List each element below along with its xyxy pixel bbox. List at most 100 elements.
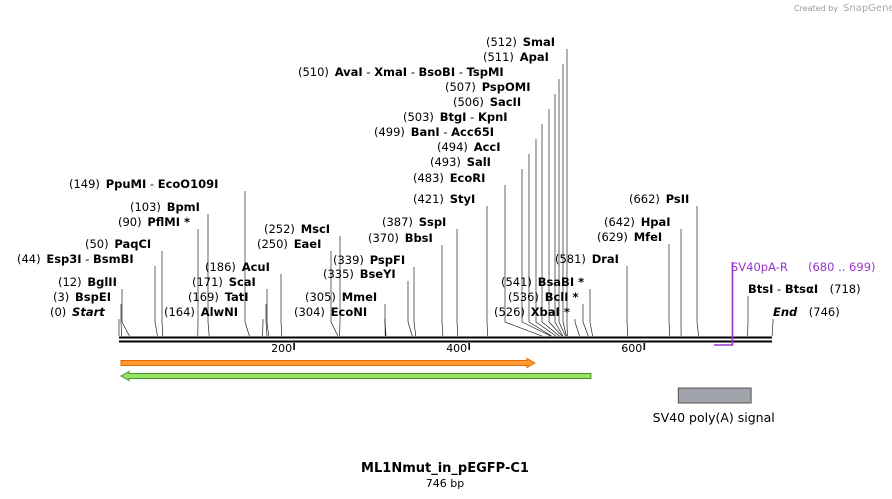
site-label-styi: (421) StyI bbox=[413, 192, 475, 206]
primer: SV40pA-R (680 .. 699) bbox=[714, 260, 876, 346]
enzyme-name: ApaI bbox=[520, 50, 549, 64]
site-label-bspei: (3) BspEI bbox=[53, 290, 111, 304]
map-length: 746 bp bbox=[426, 477, 464, 490]
site-position: (305) bbox=[305, 290, 336, 304]
site-label-avai: (510) AvaI - XmaI - BsoBI - TspMI bbox=[298, 65, 504, 79]
tick-label-600: 600 bbox=[621, 342, 642, 355]
site-position: (499) bbox=[374, 125, 405, 139]
enzyme-name: AvaI bbox=[335, 65, 363, 79]
site-position: (103) bbox=[130, 200, 161, 214]
site-label-bcli: (536) BclI * bbox=[508, 290, 579, 304]
enzyme-name: AcuI bbox=[242, 260, 270, 274]
enzyme-name: StyI bbox=[450, 192, 476, 206]
site-position: (493) bbox=[430, 155, 461, 169]
site-label-btsi: BtsI - BtsαI (718) bbox=[748, 282, 861, 296]
enzyme-name: BglII bbox=[87, 275, 117, 289]
site-label-bglii: (12) BglII bbox=[58, 275, 117, 289]
enzyme-name: BsaBI * bbox=[538, 275, 584, 289]
site-position: (339) bbox=[333, 253, 364, 267]
site-position: (171) bbox=[192, 275, 223, 289]
enzyme-name: EaeI bbox=[294, 237, 322, 251]
site-label-hpai: (642) HpaI bbox=[604, 215, 671, 229]
site-position: (252) bbox=[264, 222, 295, 236]
site-position: (387) bbox=[382, 215, 413, 229]
map-title: ML1Nmut_in_pEGFP-C1 bbox=[361, 461, 529, 476]
leader-line-bsabi bbox=[589, 289, 593, 337]
site-position: (90) bbox=[118, 215, 142, 229]
leader-line-drai bbox=[626, 266, 628, 337]
site-position: (512) bbox=[486, 35, 517, 49]
enzyme-name: TspMI bbox=[467, 65, 504, 79]
site-label-bani: (499) BanI - Acc65I bbox=[374, 125, 494, 139]
spacer bbox=[818, 282, 830, 296]
site-label-bpmi: (103) BpmI bbox=[130, 200, 200, 214]
enzyme-name: KpnI bbox=[478, 110, 508, 124]
site-position: (718) bbox=[830, 282, 861, 296]
site-label-bsabi: (541) BsaBI * bbox=[501, 275, 584, 289]
enzyme-name: Start bbox=[72, 305, 105, 319]
primer-range: (680 .. 699) bbox=[808, 260, 876, 274]
site-label-smai: (512) SmaI bbox=[486, 35, 555, 49]
separator: - bbox=[466, 110, 477, 124]
enzyme-name: PsII bbox=[666, 192, 690, 206]
site-label-sali: (493) SalI bbox=[430, 155, 491, 169]
site-position: (662) bbox=[629, 192, 660, 206]
site-position: (746) bbox=[809, 305, 840, 319]
leader-line-bbsi bbox=[441, 245, 444, 337]
leader-line-apai bbox=[562, 64, 567, 337]
site-label-acui: (186) AcuI bbox=[205, 260, 270, 274]
leader-line-btgi bbox=[541, 124, 560, 337]
enzyme-name: XmaI bbox=[374, 65, 407, 79]
enzyme-labels: (512) SmaI(511) ApaI(510) AvaI - XmaI - … bbox=[17, 35, 861, 319]
enzyme-name: PaqCI bbox=[114, 237, 151, 251]
site-position: (149) bbox=[69, 177, 100, 191]
enzyme-name: PpuMI bbox=[106, 177, 147, 191]
features bbox=[119, 357, 592, 382]
site-position: (536) bbox=[508, 290, 539, 304]
leader-line-styi bbox=[486, 206, 488, 337]
orange-arrow bbox=[120, 357, 536, 369]
leader-line-hpsi bbox=[696, 206, 699, 337]
leader-line-sspi bbox=[456, 229, 459, 337]
site-label-msci: (252) MscI bbox=[264, 222, 330, 236]
site-label-sacii: (506) SacII bbox=[453, 95, 521, 109]
polya-label: SV40 poly(A) signal bbox=[653, 410, 775, 425]
green-arrow bbox=[119, 370, 592, 382]
site-label-esp3i: (44) Esp3I - BsmBI bbox=[17, 252, 134, 266]
site-position: (335) bbox=[323, 267, 354, 281]
leader-line-paqci bbox=[161, 251, 164, 337]
enzyme-name: End bbox=[773, 305, 798, 319]
site-label-apai: (511) ApaI bbox=[483, 50, 549, 64]
enzyme-name: BpmI bbox=[167, 200, 200, 214]
enzyme-name: HpaI bbox=[641, 215, 671, 229]
site-label-pspfi: (339) PspFI bbox=[333, 253, 405, 267]
site-label-ppumi: (149) PpuMI - EcoO109I bbox=[69, 177, 218, 191]
primer-name: SV40pA-R bbox=[731, 260, 788, 274]
site-position: (526) bbox=[494, 305, 525, 319]
enzyme-name: ScaI bbox=[229, 275, 256, 289]
site-position: (50) bbox=[85, 237, 109, 251]
site-position: (0) bbox=[50, 305, 66, 319]
site-position: (507) bbox=[445, 80, 476, 94]
enzyme-name: BtgI bbox=[440, 110, 467, 124]
site-position: (510) bbox=[298, 65, 329, 79]
site-label-mfei: (629) MfeI bbox=[597, 230, 662, 244]
site-label-alwni: (164) AlwNI bbox=[164, 305, 238, 319]
spacer bbox=[797, 305, 809, 319]
separator: - bbox=[363, 65, 374, 79]
enzyme-name: SacII bbox=[490, 95, 521, 109]
site-label-paqci: (50) PaqCI bbox=[85, 237, 151, 251]
leader-line-bpmi bbox=[207, 214, 210, 337]
site-label-end: End (746) bbox=[773, 305, 840, 319]
leader-line-bglii bbox=[121, 289, 130, 337]
leader-line-psp bbox=[554, 94, 564, 337]
enzyme-name: EcoO109I bbox=[158, 177, 219, 191]
leader-line-bspei bbox=[120, 304, 122, 337]
site-label-psp: (507) PspOMI bbox=[445, 80, 531, 94]
enzyme-name: BanI bbox=[411, 125, 440, 139]
leader-line-bani bbox=[535, 139, 557, 337]
separator: - bbox=[82, 252, 93, 266]
enzyme-name: MfeI bbox=[634, 230, 663, 244]
